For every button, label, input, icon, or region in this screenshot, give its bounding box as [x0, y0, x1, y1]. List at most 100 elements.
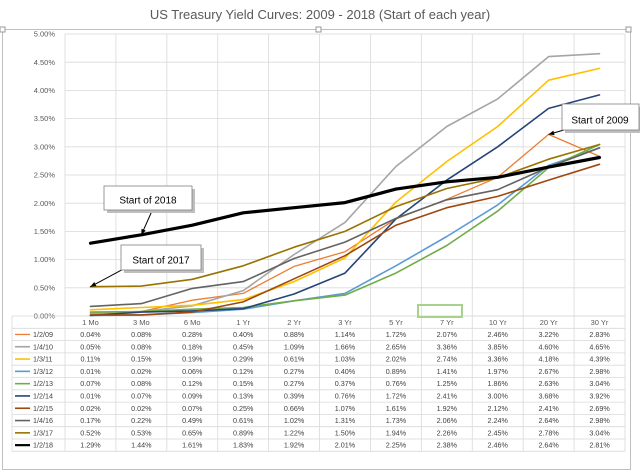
callout-box — [120, 244, 202, 271]
resize-handle-top-right[interactable] — [625, 26, 632, 33]
y-tick-label: 4.00% — [34, 86, 56, 95]
table-cell: 2.83% — [589, 330, 610, 339]
series-line — [89, 52, 601, 315]
callout-start-2018[interactable]: Start of 2018 — [103, 185, 195, 235]
table-cell: 0.18% — [182, 342, 203, 351]
legend-label: 1/3/12 — [33, 367, 53, 376]
y-tick-label: 2.50% — [34, 171, 56, 180]
table-cell: 2.12% — [488, 404, 509, 413]
table-cell: 1.72% — [386, 330, 407, 339]
x-tick-label: 7 Yr — [440, 318, 454, 327]
table-cell: 0.07% — [182, 404, 203, 413]
x-tick-label: 1 Mo — [82, 318, 99, 327]
x-tick-label: 3 Yr — [338, 318, 352, 327]
table-cell: 4.39% — [589, 355, 610, 364]
table-cell: 0.02% — [131, 367, 152, 376]
table-cell: 0.89% — [233, 428, 254, 437]
callout-box — [103, 185, 193, 211]
table-cell: 1.61% — [182, 441, 203, 450]
table-cell: 2.74% — [437, 355, 458, 364]
callout-label: Start of 2009 — [571, 116, 629, 127]
series-line — [89, 67, 601, 311]
table-cell: 3.68% — [538, 391, 559, 400]
series-line — [89, 143, 601, 288]
table-cell: 0.02% — [131, 404, 152, 413]
table-cell: 1.44% — [131, 441, 152, 450]
legend-label: 1/2/14 — [33, 391, 53, 400]
table-cell: 0.76% — [335, 391, 356, 400]
callout-start-2017[interactable]: Start of 2017 — [90, 244, 204, 288]
callout-arrowhead — [141, 228, 146, 235]
table-cell: 0.01% — [80, 367, 101, 376]
table-cell: 3.04% — [589, 428, 610, 437]
callout-arrowhead — [90, 282, 97, 287]
table-cell: 1.73% — [386, 416, 407, 425]
table-cell: 1.50% — [335, 428, 356, 437]
y-tick-label: 1.00% — [34, 255, 56, 264]
selected-cell-highlight[interactable] — [417, 304, 463, 318]
table-cell: 1.83% — [233, 441, 254, 450]
table-cell: 0.27% — [284, 379, 305, 388]
table-cell: 2.65% — [386, 342, 407, 351]
table-cell: 0.11% — [81, 355, 101, 364]
table-cell: 1.14% — [335, 330, 356, 339]
x-tick-label: 30 Yr — [591, 318, 609, 327]
series-line — [89, 143, 601, 313]
table-cell: 2.01% — [335, 441, 356, 450]
resize-handle-top-left[interactable] — [0, 26, 6, 33]
table-cell: 0.17% — [80, 416, 101, 425]
legend-label: 1/3/11 — [33, 355, 52, 364]
table-cell: 1.72% — [386, 391, 407, 400]
table-cell: 3.85% — [488, 342, 509, 351]
table-cell: 0.12% — [233, 367, 254, 376]
callout-box — [561, 103, 640, 131]
table-cell: 0.61% — [233, 416, 254, 425]
table-cell: 2.07% — [437, 330, 458, 339]
y-tick-label: 1.50% — [34, 227, 56, 236]
table-cell: 0.40% — [335, 367, 356, 376]
table-cell: 1.92% — [437, 404, 458, 413]
legend-label: 1/2/13 — [33, 379, 53, 388]
table-cell: 1.86% — [488, 379, 509, 388]
table-cell: 1.07% — [335, 404, 356, 413]
table-cell: 0.76% — [386, 379, 407, 388]
table-cell: 1.94% — [386, 428, 407, 437]
table-cell: 0.08% — [131, 379, 152, 388]
table-cell: 2.63% — [538, 379, 559, 388]
gridlines — [11, 33, 626, 452]
table-cell: 0.12% — [182, 379, 203, 388]
table-cell: 0.88% — [284, 330, 305, 339]
series-line — [89, 163, 601, 316]
table-cell: 3.04% — [589, 379, 610, 388]
x-tick-label: 20 Yr — [540, 318, 558, 327]
table-cell: 2.46% — [488, 441, 509, 450]
table-cell: 2.26% — [437, 428, 458, 437]
series-lines — [88, 52, 602, 317]
table-cell: 3.36% — [437, 342, 458, 351]
callout-start-2009[interactable]: Start of 2009 — [548, 103, 640, 136]
table-cell: 0.05% — [80, 342, 101, 351]
table-cell: 1.09% — [284, 342, 305, 351]
table-cell: 2.45% — [488, 428, 509, 437]
table-cell: 0.22% — [131, 416, 152, 425]
table-cell: 1.66% — [335, 342, 356, 351]
x-tick-label: 3 Mo — [133, 318, 150, 327]
table-cell: 1.29% — [80, 441, 101, 450]
table-cell: 0.29% — [233, 355, 254, 364]
table-cell: 3.00% — [488, 391, 509, 400]
x-tick-label: 10 Yr — [489, 318, 507, 327]
table-cell: 1.22% — [284, 428, 305, 437]
table-cell: 2.98% — [589, 416, 610, 425]
callout-arrowhead — [548, 130, 555, 136]
table-cell: 1.03% — [335, 355, 356, 364]
resize-handle-top-center[interactable] — [315, 26, 322, 33]
table-cell: 2.41% — [437, 391, 458, 400]
table-cell: 0.25% — [233, 404, 254, 413]
table-cell: 2.64% — [538, 441, 559, 450]
legend-label: 1/3/17 — [33, 428, 53, 437]
y-tick-label: 5.00% — [34, 30, 56, 39]
table-cell: 1.61% — [386, 404, 407, 413]
y-tick-label: 3.00% — [34, 142, 56, 151]
table-cell: 3.22% — [538, 330, 559, 339]
